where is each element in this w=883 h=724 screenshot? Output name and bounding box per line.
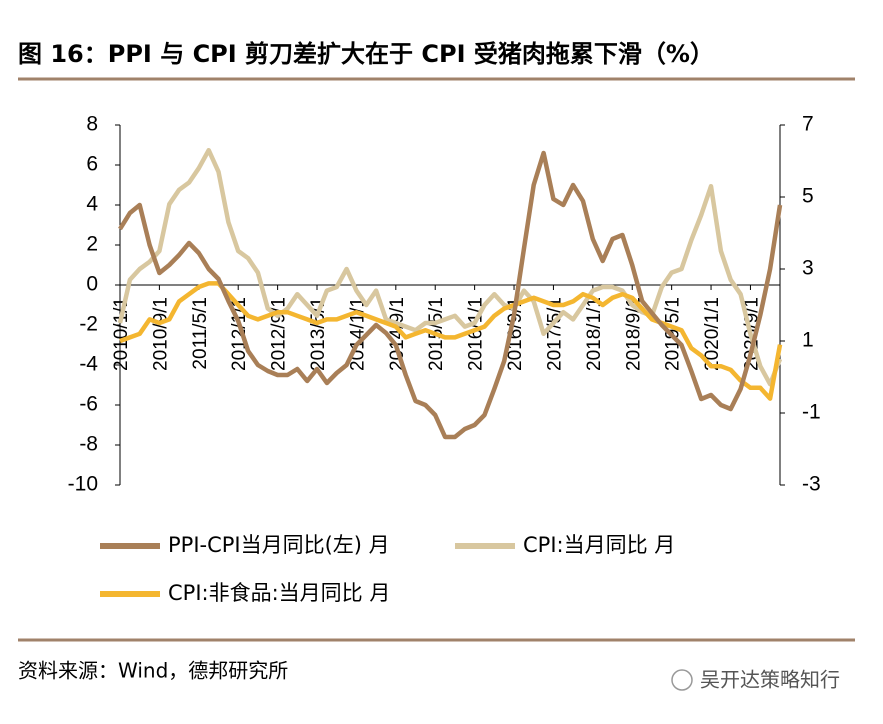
y2-tick-label: 1 — [802, 329, 814, 352]
x-tick-label: 2016/1/1 — [466, 297, 487, 371]
y-tick-label: 4 — [86, 193, 98, 216]
y-tick-label: 2 — [86, 233, 98, 256]
y2-tick-label: -3 — [802, 473, 821, 496]
y2-tick-label: 3 — [802, 257, 814, 280]
y2-tick-label: -1 — [802, 401, 821, 424]
x-tick-label: 2010/1/1 — [111, 297, 132, 371]
y-tick-label: 8 — [86, 113, 98, 136]
x-tick-label: 2018/9/1 — [623, 297, 644, 371]
x-tick-label: 2016/9/1 — [505, 297, 526, 371]
legend-label: CPI:非食品:当月同比 月 — [168, 581, 390, 605]
y-tick-label: -4 — [79, 353, 98, 376]
y-tick-label: -2 — [79, 313, 98, 336]
x-tick-label: 2010/9/1 — [150, 297, 171, 371]
x-tick-label: 2018/1/1 — [584, 297, 605, 371]
y-tick-label: -8 — [79, 433, 98, 456]
chart-title: 图 16：PPI 与 CPI 剪刀差扩大在于 CPI 受猪肉拖累下滑（%） — [18, 40, 714, 68]
legend-label: PPI-CPI当月同比(左) 月 — [168, 533, 390, 557]
watermark-icon — [671, 669, 693, 691]
x-tick-label: 2013/5/1 — [308, 297, 329, 371]
source: 资料来源：Wind，德邦研究所 — [18, 659, 288, 683]
x-tick-label: 2014/9/1 — [387, 297, 408, 371]
y2-tick-label: 7 — [802, 113, 814, 136]
y-tick-label: 6 — [86, 153, 98, 176]
y-tick-label: -6 — [79, 393, 98, 416]
watermark: 吴开达策略知行 — [700, 668, 840, 692]
series-line — [118, 150, 783, 440]
x-tick-label: 2011/5/1 — [190, 297, 211, 370]
y-tick-label: 0 — [86, 273, 98, 296]
series-line — [117, 147, 783, 387]
x-tick-label: 2020/1/1 — [702, 297, 723, 371]
y-tick-label: -10 — [68, 473, 98, 496]
legend-label: CPI:当月同比 月 — [523, 533, 675, 557]
x-tick-label: 2017/5/1 — [544, 297, 565, 371]
series-line — [119, 281, 783, 401]
y2-tick-label: 5 — [802, 185, 814, 208]
